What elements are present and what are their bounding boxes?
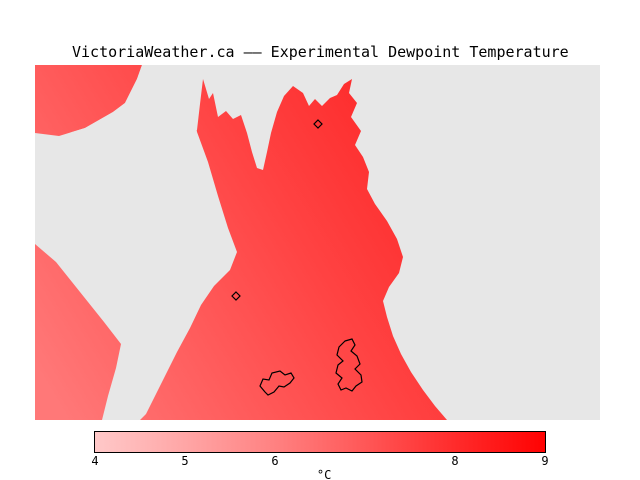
page-title: VictoriaWeather.ca —— Experimental Dewpo… bbox=[72, 43, 569, 61]
colorbar-tick-label: 8 bbox=[451, 454, 459, 468]
dewpoint-map bbox=[35, 65, 600, 420]
colorbar-gradient-bar bbox=[94, 431, 546, 453]
colorbar-tick-label: 5 bbox=[181, 454, 189, 468]
map-inlet-mask bbox=[35, 65, 237, 420]
colorbar-tick-label: 4 bbox=[91, 454, 99, 468]
colorbar-caption: °C 2026/04/19 23:30 bbox=[288, 454, 441, 480]
colorbar bbox=[94, 431, 546, 453]
colorbar-tick-label: 6 bbox=[271, 454, 279, 468]
station-marker-icon bbox=[313, 119, 323, 129]
colorbar-tick-label: 9 bbox=[541, 454, 549, 468]
island-outline bbox=[259, 370, 295, 396]
station-marker-icon bbox=[231, 291, 241, 301]
colorbar-unit: °C bbox=[316, 468, 332, 480]
dewpoint-field-northwest bbox=[35, 65, 142, 136]
island-outline bbox=[335, 338, 363, 392]
